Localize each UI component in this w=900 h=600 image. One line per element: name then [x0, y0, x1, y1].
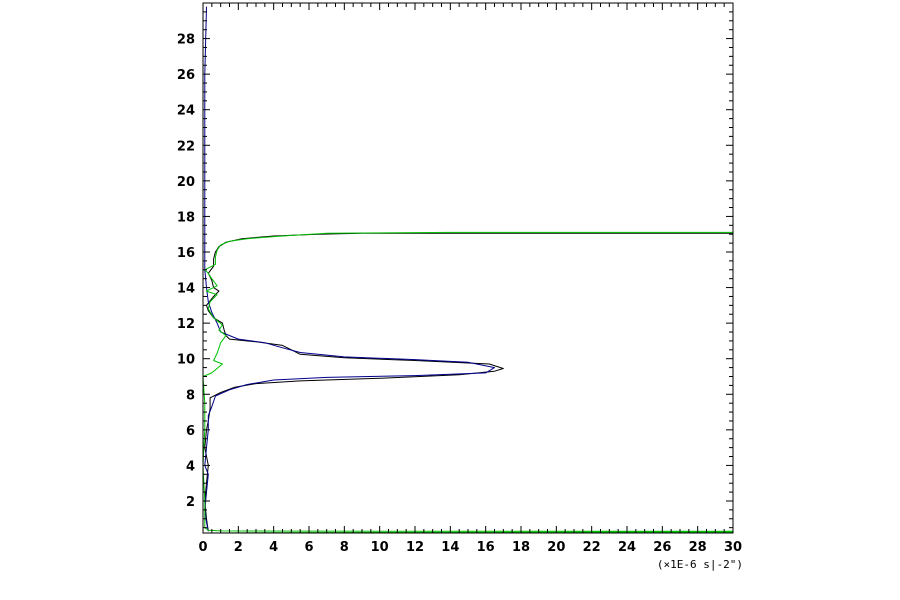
x-tick-label: 24 [618, 540, 636, 555]
y-tick-label: 10 [177, 353, 195, 368]
x-tick-label: 8 [340, 540, 349, 555]
y-tick-label: 22 [177, 139, 195, 154]
labels-layer: 0 2 4 6 8 10 12 14 16 18 20 22 24 26 28 302468101214161… [177, 33, 743, 571]
y-tick-label: 6 [186, 424, 195, 439]
x-tick-label: 12 [406, 540, 424, 555]
y-tick-label: 12 [177, 317, 195, 332]
series-line-black [204, 232, 733, 532]
x-tick-label: 18 [512, 540, 530, 555]
y-tick-label: 4 [186, 459, 195, 474]
x-tick-label: 14 [441, 540, 459, 555]
series-line-blue [204, 6, 495, 532]
x-tick-label: 6 [304, 540, 313, 555]
x-tick-label: 2 [234, 540, 243, 555]
x-tick-label: 16 [477, 540, 495, 555]
x-tick-label: 30 [724, 540, 742, 555]
ticks-layer [202, 2, 734, 533]
y-tick-label: 24 [177, 104, 195, 119]
x-tick-label: 28 [689, 540, 707, 555]
series-line-green [202, 231, 734, 534]
y-tick-label: 14 [177, 282, 195, 297]
y-tick-label: 2 [186, 495, 195, 510]
y-tick-label: 20 [177, 175, 195, 190]
x-tick-label: 26 [653, 540, 671, 555]
x-tick-label: 22 [583, 540, 601, 555]
x-tick-label: 4 [269, 540, 278, 555]
y-tick-label: 28 [177, 33, 195, 48]
axis-layer [202, 2, 734, 534]
x-tick-label: 0 [198, 540, 207, 555]
x-tick-label: 10 [371, 540, 389, 555]
y-tick-label: 18 [177, 210, 195, 225]
y-tick-label: 26 [177, 68, 195, 83]
plot-frame [202, 2, 734, 534]
series-layer [202, 6, 734, 534]
x-tick-label: 20 [547, 540, 565, 555]
x-unit-label: (×1E-6 s|-2") [657, 558, 743, 571]
y-tick-label: 16 [177, 246, 195, 261]
y-tick-label: 8 [186, 388, 195, 403]
